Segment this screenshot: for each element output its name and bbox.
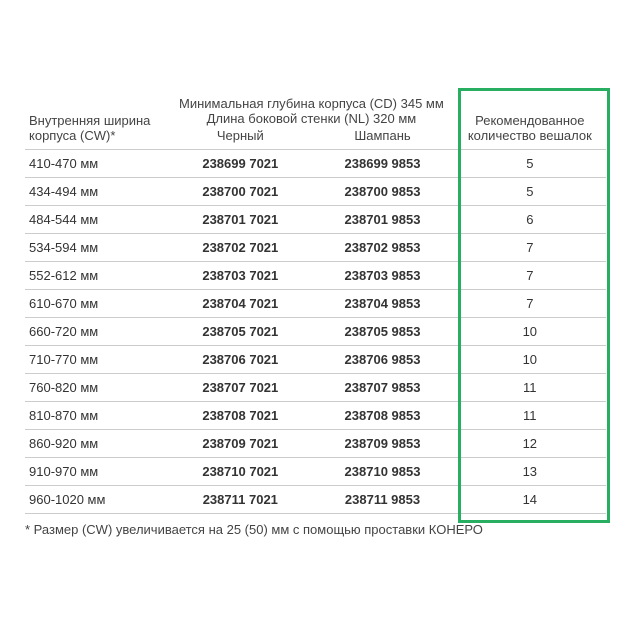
cell-champagne: 238702 9853 xyxy=(311,234,453,262)
table-row: 534-594 мм238702 7021238702 98537 xyxy=(25,234,606,262)
cell-recommended: 11 xyxy=(454,402,606,430)
cell-recommended: 10 xyxy=(454,318,606,346)
cell-cw: 860-920 мм xyxy=(25,430,169,458)
header-black: Черный xyxy=(169,128,311,150)
header-recommended-line1: Рекомендованное xyxy=(458,113,602,128)
table-row: 860-920 мм238709 7021238709 985312 xyxy=(25,430,606,458)
cell-cw: 910-970 мм xyxy=(25,458,169,486)
cell-black: 238706 7021 xyxy=(169,346,311,374)
cell-cw: 410-470 мм xyxy=(25,150,169,178)
table-row: 960-1020 мм238711 7021238711 985314 xyxy=(25,486,606,514)
header-depth: Минимальная глубина корпуса (CD) 345 мм xyxy=(173,96,449,111)
cell-black: 238710 7021 xyxy=(169,458,311,486)
header-recommended: Рекомендованное количество вешалок xyxy=(454,90,606,150)
cell-black: 238701 7021 xyxy=(169,206,311,234)
cell-champagne: 238708 9853 xyxy=(311,402,453,430)
cell-cw: 534-594 мм xyxy=(25,234,169,262)
cell-champagne: 238701 9853 xyxy=(311,206,453,234)
footnote: * Размер (CW) увеличивается на 25 (50) м… xyxy=(25,514,606,537)
table-row: 552-612 мм238703 7021238703 98537 xyxy=(25,262,606,290)
cell-recommended: 5 xyxy=(454,150,606,178)
cell-champagne: 238705 9853 xyxy=(311,318,453,346)
cell-champagne: 238711 9853 xyxy=(311,486,453,514)
cell-black: 238699 7021 xyxy=(169,150,311,178)
cell-cw: 552-612 мм xyxy=(25,262,169,290)
cell-recommended: 14 xyxy=(454,486,606,514)
table-body: 410-470 мм238699 7021238699 98535434-494… xyxy=(25,150,606,514)
header-sidewall: Длина боковой стенки (NL) 320 мм xyxy=(173,111,449,126)
cell-recommended: 13 xyxy=(454,458,606,486)
table-row: 660-720 мм238705 7021238705 985310 xyxy=(25,318,606,346)
cell-black: 238700 7021 xyxy=(169,178,311,206)
table-row: 810-870 мм238708 7021238708 985311 xyxy=(25,402,606,430)
cell-recommended: 7 xyxy=(454,290,606,318)
table-row: 610-670 мм238704 7021238704 98537 xyxy=(25,290,606,318)
cell-black: 238702 7021 xyxy=(169,234,311,262)
cell-cw: 710-770 мм xyxy=(25,346,169,374)
cell-cw: 610-670 мм xyxy=(25,290,169,318)
cell-recommended: 5 xyxy=(454,178,606,206)
cell-black: 238703 7021 xyxy=(169,262,311,290)
cell-black: 238704 7021 xyxy=(169,290,311,318)
header-recommended-line2: количество вешалок xyxy=(458,128,602,143)
cell-recommended: 11 xyxy=(454,374,606,402)
cell-black: 238711 7021 xyxy=(169,486,311,514)
cell-black: 238709 7021 xyxy=(169,430,311,458)
spec-table: Внутренняя ширина корпуса (CW)* Минималь… xyxy=(25,90,606,514)
cell-cw: 810-870 мм xyxy=(25,402,169,430)
cell-recommended: 7 xyxy=(454,234,606,262)
table-row: 484-544 мм238701 7021238701 98536 xyxy=(25,206,606,234)
cell-black: 238705 7021 xyxy=(169,318,311,346)
table-row: 434-494 мм238700 7021238700 98535 xyxy=(25,178,606,206)
header-champagne: Шампань xyxy=(311,128,453,150)
cell-champagne: 238706 9853 xyxy=(311,346,453,374)
header-depth-sidewall: Минимальная глубина корпуса (CD) 345 мм … xyxy=(169,90,453,128)
cell-cw: 660-720 мм xyxy=(25,318,169,346)
header-cw: Внутренняя ширина корпуса (CW)* xyxy=(25,90,169,150)
table-row: 710-770 мм238706 7021238706 985310 xyxy=(25,346,606,374)
table-row: 760-820 мм238707 7021238707 985311 xyxy=(25,374,606,402)
cell-cw: 434-494 мм xyxy=(25,178,169,206)
cell-champagne: 238704 9853 xyxy=(311,290,453,318)
cell-champagne: 238700 9853 xyxy=(311,178,453,206)
table-row: 410-470 мм238699 7021238699 98535 xyxy=(25,150,606,178)
cell-champagne: 238699 9853 xyxy=(311,150,453,178)
cell-champagne: 238707 9853 xyxy=(311,374,453,402)
cell-champagne: 238710 9853 xyxy=(311,458,453,486)
table-row: 910-970 мм238710 7021238710 985313 xyxy=(25,458,606,486)
cell-recommended: 7 xyxy=(454,262,606,290)
cell-black: 238708 7021 xyxy=(169,402,311,430)
cell-black: 238707 7021 xyxy=(169,374,311,402)
cell-recommended: 10 xyxy=(454,346,606,374)
cell-cw: 960-1020 мм xyxy=(25,486,169,514)
cell-cw: 484-544 мм xyxy=(25,206,169,234)
cell-cw: 760-820 мм xyxy=(25,374,169,402)
cell-recommended: 12 xyxy=(454,430,606,458)
cell-champagne: 238709 9853 xyxy=(311,430,453,458)
cell-recommended: 6 xyxy=(454,206,606,234)
cell-champagne: 238703 9853 xyxy=(311,262,453,290)
